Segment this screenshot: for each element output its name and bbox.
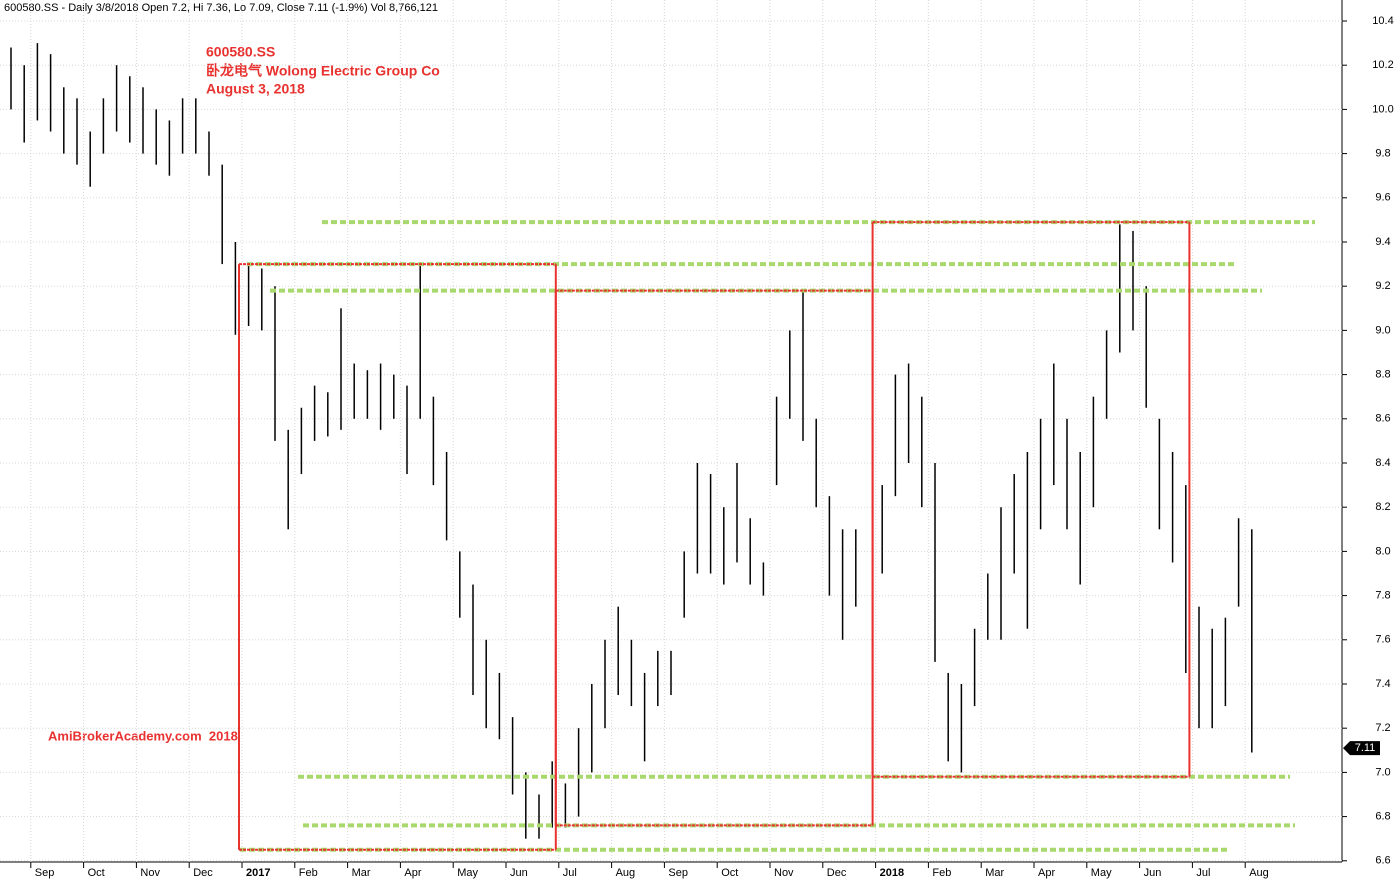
y-tick-label: 9.2 bbox=[1375, 280, 1390, 292]
y-tick-label: 10.4 bbox=[1372, 15, 1393, 27]
last-value-label: 7.11 bbox=[1355, 742, 1376, 754]
annotation: August 3, 2018 bbox=[206, 81, 305, 97]
y-tick-label: 9.8 bbox=[1375, 148, 1390, 160]
y-tick-label: 6.6 bbox=[1375, 855, 1390, 867]
x-tick-label: Sep bbox=[668, 867, 688, 879]
x-tick-label: Dec bbox=[193, 867, 213, 879]
y-tick-label: 7.6 bbox=[1375, 634, 1390, 646]
x-tick-label: Oct bbox=[721, 867, 738, 879]
x-tick-label: Jun bbox=[510, 867, 528, 879]
x-tick-label: Jul bbox=[563, 867, 577, 879]
y-tick-label: 8.4 bbox=[1375, 457, 1390, 469]
y-tick-label: 7.2 bbox=[1375, 722, 1390, 734]
y-tick-label: 8.0 bbox=[1375, 545, 1390, 557]
x-tick-label: Nov bbox=[774, 867, 794, 879]
y-tick-label: 9.0 bbox=[1375, 324, 1390, 336]
x-tick-label: Aug bbox=[1249, 867, 1269, 879]
y-tick-label: 8.6 bbox=[1375, 413, 1390, 425]
x-tick-label: Jul bbox=[1196, 867, 1210, 879]
x-tick-label: Apr bbox=[1038, 867, 1055, 879]
x-tick-label: 2017 bbox=[246, 867, 270, 879]
x-tick-label: Feb bbox=[932, 867, 951, 879]
watermark: AmiBrokerAcademy.com 2018 bbox=[48, 728, 238, 743]
last-value-tag bbox=[1343, 741, 1380, 756]
x-tick-label: 2018 bbox=[880, 867, 904, 879]
y-tick-label: 7.8 bbox=[1375, 589, 1390, 601]
y-tick-label: 10.2 bbox=[1372, 59, 1393, 71]
x-tick-label: Jun bbox=[1144, 867, 1162, 879]
y-tick-label: 9.4 bbox=[1375, 236, 1390, 248]
y-tick-label: 9.6 bbox=[1375, 192, 1390, 204]
y-tick-label: 10.0 bbox=[1372, 103, 1393, 115]
annotation: 600580.SS bbox=[206, 44, 275, 60]
y-tick-label: 7.4 bbox=[1375, 678, 1390, 690]
x-tick-label: Dec bbox=[827, 867, 847, 879]
x-tick-label: May bbox=[1091, 867, 1112, 879]
x-tick-label: Mar bbox=[985, 867, 1004, 879]
x-tick-label: Mar bbox=[352, 867, 371, 879]
y-tick-label: 7.0 bbox=[1375, 766, 1390, 778]
header: 600580.SS - Daily 3/8/2018 Open 7.2, Hi … bbox=[4, 2, 438, 14]
x-tick-label: Nov bbox=[140, 867, 160, 879]
annotation: 卧龙电气 Wolong Electric Group Co bbox=[206, 63, 440, 79]
x-tick-label: Oct bbox=[88, 867, 105, 879]
x-tick-label: Feb bbox=[299, 867, 318, 879]
y-tick-label: 8.2 bbox=[1375, 501, 1390, 513]
y-tick-label: 6.8 bbox=[1375, 810, 1390, 822]
x-tick-label: Apr bbox=[404, 867, 421, 879]
x-tick-label: Aug bbox=[616, 867, 636, 879]
x-tick-label: May bbox=[457, 867, 478, 879]
y-tick-label: 8.8 bbox=[1375, 368, 1390, 380]
x-tick-label: Sep bbox=[35, 867, 55, 879]
